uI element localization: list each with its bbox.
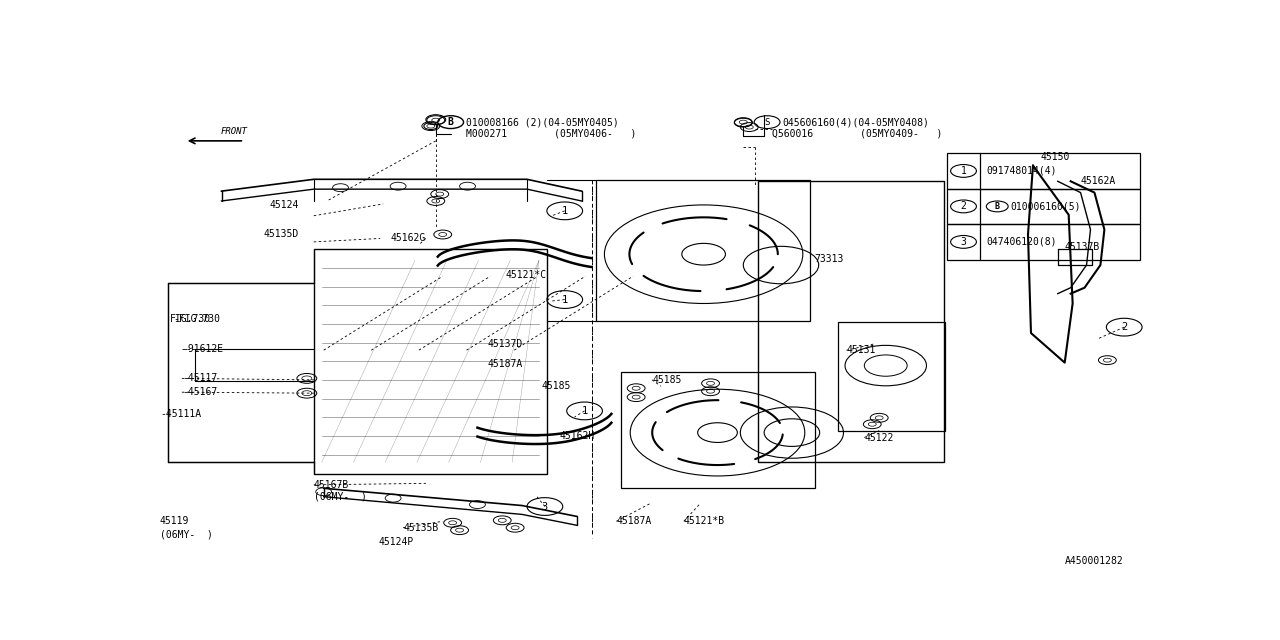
Text: 45135B: 45135B: [403, 523, 438, 532]
Text: 010008166 (2)(04-05MY0405): 010008166 (2)(04-05MY0405): [466, 117, 618, 127]
Text: Q560016        (05MY0409-   ): Q560016 (05MY0409- ): [772, 129, 942, 138]
Text: 45124P: 45124P: [379, 538, 413, 547]
Text: 045606160(4)(04-05MY0408): 045606160(4)(04-05MY0408): [782, 117, 929, 127]
Text: 45187A: 45187A: [617, 516, 652, 526]
Text: 2: 2: [960, 202, 966, 211]
Text: 45185: 45185: [541, 381, 571, 391]
Text: 010006160(5): 010006160(5): [1010, 202, 1080, 211]
Bar: [621, 372, 815, 488]
Text: -FIG.730: -FIG.730: [173, 314, 220, 324]
Bar: [596, 180, 810, 321]
Text: 45162A: 45162A: [1080, 176, 1116, 186]
Text: (06MY-  ): (06MY- ): [160, 529, 212, 539]
Bar: [947, 153, 1140, 189]
Text: 1: 1: [960, 166, 966, 176]
Text: -45117: -45117: [182, 373, 218, 383]
Text: 091748014(4): 091748014(4): [987, 166, 1057, 176]
Text: 45162G: 45162G: [390, 234, 426, 243]
Bar: [947, 224, 1140, 260]
Text: FRONT: FRONT: [221, 127, 248, 136]
Text: 45135D: 45135D: [264, 230, 300, 239]
Bar: [758, 181, 943, 462]
Text: -91612E: -91612E: [182, 344, 223, 354]
Text: 45162H: 45162H: [559, 431, 595, 440]
Text: 45119: 45119: [160, 516, 189, 526]
Text: 047406120(8): 047406120(8): [987, 237, 1057, 247]
Bar: [947, 189, 1140, 224]
Text: -45111A: -45111A: [160, 410, 201, 419]
Text: 45137D: 45137D: [488, 339, 522, 349]
Text: 1: 1: [581, 406, 588, 416]
Text: 45137B: 45137B: [1065, 242, 1100, 252]
Text: 1: 1: [562, 206, 568, 216]
Text: B: B: [995, 202, 1000, 211]
Text: 45150: 45150: [1041, 152, 1070, 162]
Text: 45187A: 45187A: [488, 358, 522, 369]
Text: 45122: 45122: [864, 433, 893, 442]
Text: FIG.730: FIG.730: [170, 314, 211, 324]
Text: 45121*C: 45121*C: [506, 270, 547, 280]
Text: 3: 3: [960, 237, 966, 247]
Text: B: B: [448, 117, 453, 127]
Text: 3: 3: [541, 502, 548, 511]
Bar: [837, 322, 945, 431]
Text: S: S: [764, 118, 769, 127]
Text: 73313: 73313: [815, 254, 844, 264]
Text: 45121*B: 45121*B: [684, 516, 724, 526]
Text: 2: 2: [1121, 322, 1128, 332]
Bar: [314, 249, 547, 474]
Text: A450001282: A450001282: [1065, 556, 1124, 566]
Text: 45124: 45124: [270, 200, 300, 210]
Text: 1: 1: [562, 294, 568, 305]
Text: 45131: 45131: [846, 346, 876, 355]
Text: M000271        (05MY0406-   ): M000271 (05MY0406- ): [466, 129, 636, 138]
Text: -45167: -45167: [182, 387, 218, 397]
Text: (06MY-  ): (06MY- ): [314, 492, 366, 502]
Text: 45185: 45185: [652, 375, 681, 385]
Text: 45167B: 45167B: [314, 480, 349, 490]
